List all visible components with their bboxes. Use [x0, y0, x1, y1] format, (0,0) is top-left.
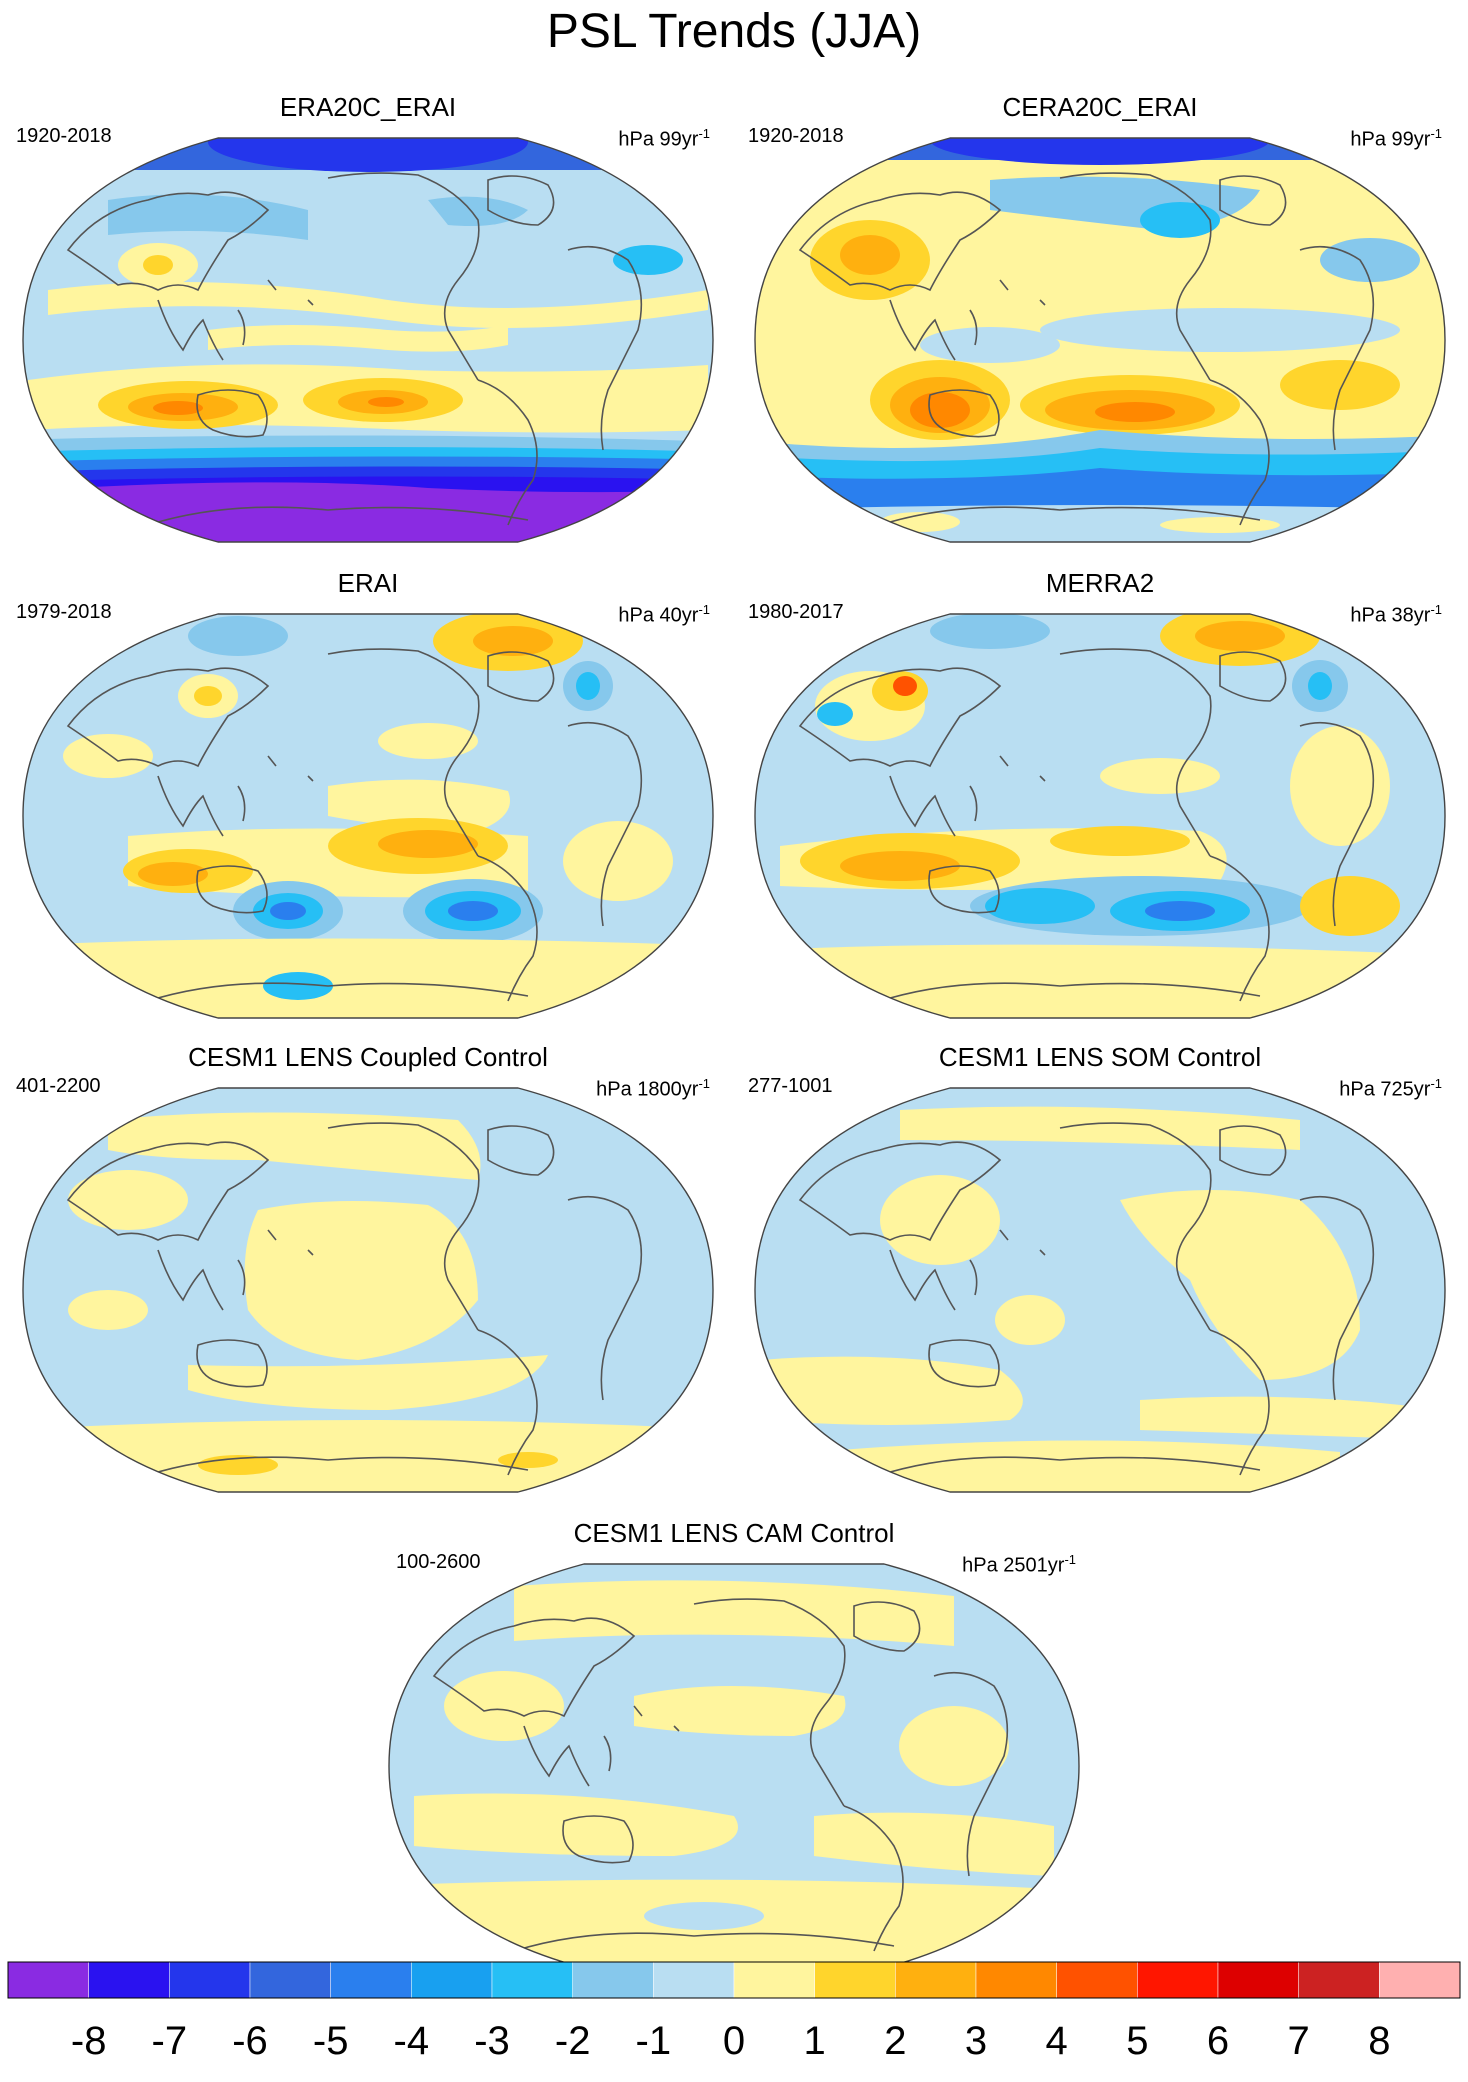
panel-title: CERA20C_ERAI: [1002, 92, 1198, 122]
colorbar-box: [169, 1961, 251, 1999]
colorbar-box: [411, 1961, 493, 1999]
colorbar-box: [1056, 1961, 1138, 1999]
colorbar-labels: -8 -7 -6 -5 -4 -3 -2 -1 0 1 2 3 4 5 6 7 8: [71, 2019, 1391, 2063]
panel-units: hPa 40yr-1: [618, 602, 710, 627]
colorbar-label: -8: [71, 2019, 107, 2063]
panel-period: 1980-2017: [748, 601, 844, 623]
panel-units: hPa 99yr-1: [1350, 126, 1442, 151]
colorbar-box: [491, 1961, 573, 1999]
colorbar-label: 2: [884, 2019, 906, 2063]
globe-map: [754, 137, 1446, 543]
panel-erai: ERAI 1979-2018 hPa 40yr-1: [8, 568, 728, 1028]
panel-title: CESM1 LENS SOM Control: [938, 1042, 1262, 1072]
panel-title: MERRA2: [1045, 568, 1155, 598]
colorbar-label: -1: [636, 2019, 672, 2063]
panel-title: ERAI: [337, 568, 399, 598]
panel-period: 401-2200: [16, 1075, 101, 1097]
globe-map: [388, 1563, 1080, 1969]
panel-units: hPa 725yr-1: [1339, 1076, 1442, 1101]
panel-coupled-control: CESM1 LENS Coupled Control 401-2200 hPa …: [8, 1042, 728, 1502]
colorbar-label: 7: [1288, 2019, 1310, 2063]
panel-cera20c: CERA20C_ERAI 1920-2018 hPa 99yr-1: [740, 92, 1460, 552]
colorbar-label: -2: [555, 2019, 591, 2063]
panel-units: hPa 38yr-1: [1350, 602, 1442, 627]
colorbar-box: [1298, 1961, 1380, 1999]
colorbar-box: [895, 1961, 977, 1999]
panel-units: hPa 2501yr-1: [962, 1552, 1076, 1577]
panel-units: hPa 99yr-1: [618, 126, 710, 151]
colorbar-box: [653, 1961, 735, 1999]
colorbar-label: 4: [1046, 2019, 1068, 2063]
colorbar-label: -6: [232, 2019, 268, 2063]
colorbar-box: [814, 1961, 896, 1999]
colorbar-label: -4: [394, 2019, 430, 2063]
colorbar-box: [7, 1961, 89, 1999]
colorbar-label: 1: [804, 2019, 826, 2063]
panel-cam-control: CESM1 LENS CAM Control 100-2600 hPa 2501…: [374, 1518, 1094, 1978]
colorbar-label: -3: [474, 2019, 510, 2063]
colorbar-label: 6: [1207, 2019, 1229, 2063]
colorbar-box: [1217, 1961, 1299, 1999]
colorbar-box: [88, 1961, 170, 1999]
panel-period: 277-1001: [748, 1075, 833, 1097]
colorbar-label: -7: [152, 2019, 188, 2063]
panel-units: hPa 1800yr-1: [596, 1076, 710, 1101]
colorbar-boxes: [7, 1961, 1461, 1999]
colorbar-label: 5: [1126, 2019, 1148, 2063]
panel-som-control: CESM1 LENS SOM Control 277-1001 hPa 725y…: [740, 1042, 1460, 1502]
colorbar: -8 -7 -6 -5 -4 -3 -2 -1 0 1 2 3 4 5 6 7 8: [7, 1961, 1461, 2063]
colorbar-box: [975, 1961, 1057, 1999]
colorbar-label: 0: [723, 2019, 745, 2063]
panel-period: 100-2600: [396, 1551, 481, 1573]
colorbar-box: [1379, 1961, 1461, 1999]
panel-title: ERA20C_ERAI: [279, 92, 457, 122]
globe-map: [22, 1087, 714, 1493]
colorbar-outline: [7, 1961, 1461, 1999]
colorbar-box: [249, 1961, 331, 1999]
panel-period: 1920-2018: [16, 125, 112, 147]
colorbar-label: -5: [313, 2019, 349, 2063]
panel-period: 1979-2018: [16, 601, 112, 623]
panel-title: CESM1 LENS CAM Control: [573, 1518, 895, 1548]
globe-map: [22, 613, 714, 1019]
colorbar-box: [1137, 1961, 1219, 1999]
globe-map: [754, 1087, 1446, 1493]
colorbar-box: [733, 1961, 815, 1999]
colorbar-label: 8: [1368, 2019, 1390, 2063]
panel-merra2: MERRA2 1980-2017 hPa 38yr-1: [740, 568, 1460, 1028]
colorbar-box: [572, 1961, 654, 1999]
panel-title: CESM1 LENS Coupled Control: [188, 1042, 548, 1072]
globe-map: [754, 613, 1446, 1019]
colorbar-box: [330, 1961, 412, 1999]
globe-map: [22, 137, 714, 543]
figure-title: PSL Trends (JJA): [546, 5, 922, 58]
panel-era20c: ERA20C_ERAI 1920-2018 hPa 99yr-1: [8, 92, 728, 552]
colorbar-label: 3: [965, 2019, 987, 2063]
panel-period: 1920-2018: [748, 125, 844, 147]
